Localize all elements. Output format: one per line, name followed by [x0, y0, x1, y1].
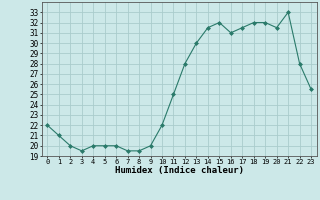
X-axis label: Humidex (Indice chaleur): Humidex (Indice chaleur): [115, 166, 244, 175]
